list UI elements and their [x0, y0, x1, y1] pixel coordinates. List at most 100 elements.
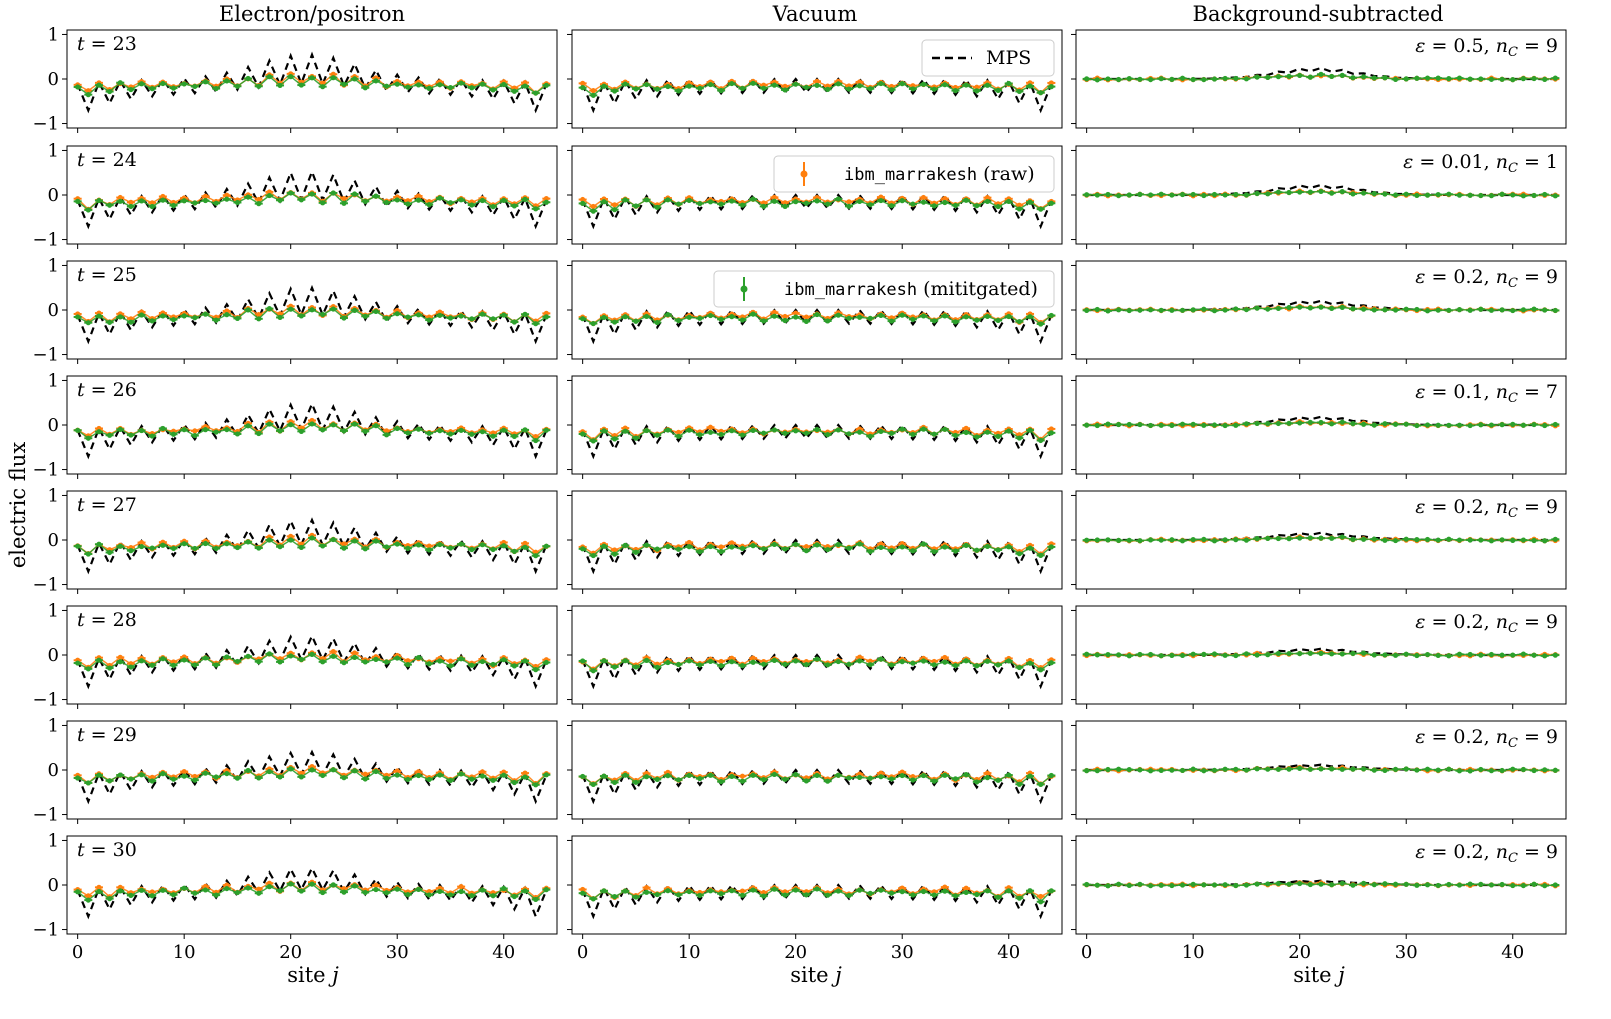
mitigated-point: [1435, 767, 1441, 773]
mitigated-point: [522, 427, 528, 433]
mitigated-point: [643, 889, 650, 895]
mitigated-point: [1169, 76, 1175, 82]
mitigated-point: [1126, 882, 1132, 889]
mitigated-point: [1329, 421, 1335, 427]
mitigated-point: [1201, 768, 1207, 774]
mitigated-point: [931, 86, 937, 92]
mitigated-point: [533, 321, 539, 327]
mitigated-point: [1027, 199, 1033, 205]
mitigated-point: [1318, 419, 1324, 426]
panel-col1-row4: 1 0 −1 t = 26: [32, 370, 558, 481]
mitigated-point: [1318, 304, 1324, 310]
mitigated-point: [352, 191, 358, 197]
mitigated-point: [793, 428, 799, 434]
mitigated-point: [1478, 766, 1484, 773]
mitigated-point: [1371, 75, 1377, 81]
mitigated-point: [1016, 551, 1022, 557]
mitigated-point: [1027, 427, 1033, 433]
mitigated-point: [437, 312, 443, 318]
mitigated-point: [835, 541, 841, 548]
mitigated-point: [675, 317, 682, 324]
mitigated-point: [1048, 430, 1054, 436]
mitigated-point: [447, 663, 454, 669]
mitigated-point: [128, 432, 134, 438]
mitigated-point: [1286, 650, 1292, 657]
mitigated-point: [415, 542, 422, 548]
mitigated-point: [857, 429, 863, 435]
x-tick-label: 20: [279, 942, 302, 963]
mitigated-point: [1339, 304, 1345, 310]
mitigated-point: [697, 85, 703, 91]
mitigated-point: [888, 203, 895, 209]
mitigated-point: [245, 653, 251, 659]
panel-col3-row8: 0 10 20 30 40 ε = 0.2, nC = 9: [1071, 835, 1567, 963]
mitigated-point: [1265, 74, 1271, 80]
legend-box: [713, 270, 1055, 308]
mitigated-point: [1201, 536, 1207, 543]
mitigated-point: [1499, 881, 1505, 888]
mitigated-point: [309, 535, 315, 541]
mitigated-point: [1552, 75, 1558, 81]
mitigated-point: [479, 429, 486, 435]
mitigated-point: [1084, 307, 1090, 313]
mitigated-point: [580, 890, 586, 896]
mitigated-point: [533, 896, 539, 903]
mitigated-point: [814, 542, 820, 548]
mitigated-point: [1286, 420, 1292, 426]
mitigated-point: [1467, 192, 1473, 198]
mitigated-point: [686, 197, 692, 203]
raw-point: [899, 885, 905, 891]
mitigated-point: [1105, 766, 1111, 773]
mitigated-point: [107, 432, 113, 438]
raw-point: [96, 884, 102, 890]
mitigated-point: [170, 85, 177, 91]
mitigated-point: [1006, 313, 1012, 320]
mitigated-point: [96, 82, 102, 88]
raw-point: [352, 650, 358, 656]
raw-point: [128, 199, 134, 205]
mitigated-point: [878, 774, 884, 780]
raw-point: [224, 308, 230, 314]
mitigated-point: [405, 662, 411, 668]
mitigated-point: [213, 317, 219, 323]
mitigated-point: [1179, 421, 1186, 427]
mitigated-point: [1016, 781, 1022, 787]
mitigated-point: [942, 659, 948, 665]
mitigated-point: [1371, 767, 1377, 773]
mitigated-point: [1147, 422, 1154, 429]
mitigated-point: [729, 773, 735, 780]
raw-point: [383, 428, 390, 434]
raw-point: [479, 769, 486, 775]
mitigated-point: [543, 772, 549, 778]
mitigated-point: [181, 313, 187, 319]
mitigated-point: [394, 772, 400, 778]
raw-point: [117, 654, 123, 660]
mitigated-point: [117, 80, 123, 86]
mitigated-point: [405, 201, 411, 207]
mitigated-point: [1233, 537, 1239, 543]
mitigated-point: [1478, 422, 1484, 428]
mitigated-point: [149, 318, 155, 324]
mitigated-point: [686, 772, 692, 778]
mitigated-point: [1027, 83, 1033, 89]
y-tick-label: 1: [48, 370, 59, 391]
mitigated-point: [718, 201, 724, 207]
mitigated-point: [138, 772, 145, 778]
x-axis-label-col2: site j: [790, 963, 842, 987]
mitigated-point: [910, 548, 916, 554]
mitigated-point: [1275, 189, 1281, 195]
mitigated-point: [601, 543, 607, 549]
mitigated-point: [1531, 306, 1537, 312]
mitigated-point: [718, 87, 724, 94]
legend-ibm-label: ibm_marrakesh (mititgated): [784, 278, 1038, 300]
mitigated-point: [224, 78, 230, 84]
mitigated-point: [580, 316, 586, 322]
mitigated-point: [643, 657, 650, 663]
mitigated-point: [373, 308, 379, 315]
mitigated-point: [352, 421, 358, 427]
mitigated-point: [1265, 421, 1271, 427]
mitigated-point: [1510, 77, 1516, 83]
mitigated-point: [1158, 422, 1164, 428]
mitigated-point: [415, 82, 422, 88]
